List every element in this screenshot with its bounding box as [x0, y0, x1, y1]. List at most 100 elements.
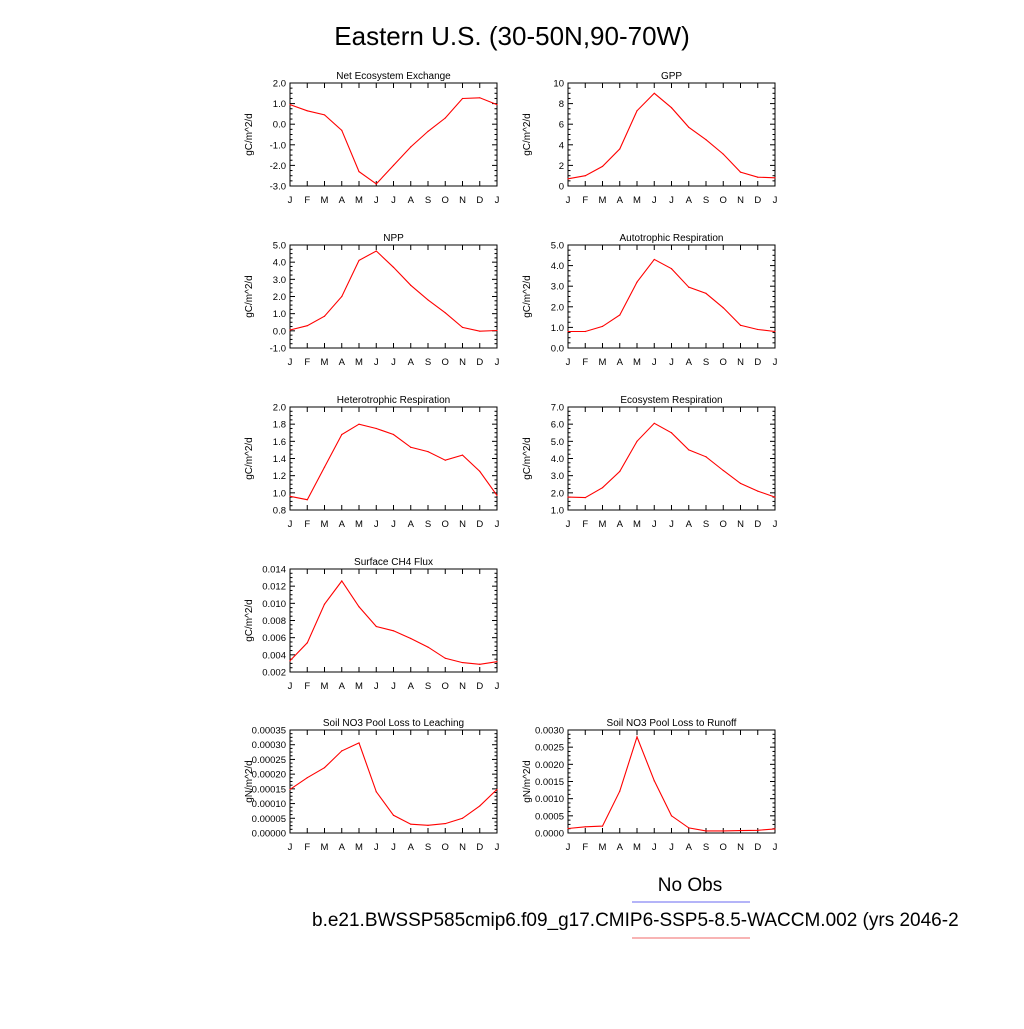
panel-title: Autotrophic Respiration: [620, 233, 724, 244]
plot-frame: [567, 82, 776, 187]
x-tick-label: F: [304, 357, 310, 368]
x-tick-label: A: [339, 519, 346, 530]
y-tick-label: 1.4: [273, 454, 286, 465]
y-tick-label: 1.0: [273, 309, 286, 320]
x-tick-label: J: [566, 842, 571, 853]
data-point: [427, 130, 429, 133]
y-tick-label: 6.0: [551, 420, 564, 431]
x-tick-label: A: [686, 519, 693, 530]
data-point: [636, 281, 638, 283]
x-tick-label: J: [495, 357, 500, 368]
y-tick-label: 3.0: [551, 282, 564, 293]
y-tick-label: 0.00000: [252, 829, 286, 840]
data-point: [670, 815, 673, 817]
x-tick-label: M: [599, 195, 607, 206]
data-point: [705, 456, 707, 458]
x-tick-label: J: [391, 519, 396, 530]
x-tick-label: D: [476, 519, 483, 530]
x-tick-label: D: [754, 519, 761, 530]
x-tick-label: M: [599, 357, 607, 368]
y-tick-label: 7.0: [551, 403, 564, 414]
data-point: [410, 637, 412, 640]
data-point: [323, 767, 326, 769]
y-axis-label: gN/m^2/d: [244, 760, 255, 803]
x-tick-label: S: [425, 519, 431, 530]
legend-model-label: b.e21.BWSSP585cmip6.f09_g17.CMIP6-SSP5-8…: [312, 910, 959, 931]
data-point: [410, 284, 412, 286]
x-tick-label: A: [339, 681, 346, 692]
chart-panel: Autotrophic Respiration gC/m^2/d 0.0 1.0 2.0…: [522, 233, 778, 368]
x-tick-label: A: [408, 842, 415, 853]
x-tick-label: S: [703, 519, 709, 530]
x-tick-label: J: [288, 357, 293, 368]
y-tick-label: 5.0: [551, 241, 564, 252]
y-axis-label: gN/m^2/d: [522, 760, 533, 803]
x-tick-label: J: [566, 195, 571, 206]
data-point: [306, 642, 308, 644]
data-point: [601, 487, 604, 489]
x-tick-label: O: [720, 519, 727, 530]
y-tick-label: -1.0: [270, 140, 286, 151]
x-tick-label: D: [754, 842, 761, 853]
data-point: [375, 250, 377, 252]
data-point: [688, 449, 690, 451]
data-point: [496, 788, 498, 791]
data-point: [670, 268, 673, 270]
data-point: [653, 92, 655, 94]
x-tick-label: D: [476, 681, 483, 692]
data-point: [739, 829, 742, 832]
data-point: [289, 495, 291, 497]
y-tick-label: 2.0: [551, 488, 564, 499]
data-point: [410, 823, 412, 825]
data-point: [444, 117, 446, 119]
x-tick-label: S: [703, 357, 709, 368]
x-tick-label: J: [669, 842, 674, 853]
y-tick-label: 0.0005: [535, 811, 564, 822]
series-line: [289, 742, 498, 826]
chart-panel: Net Ecosystem Exchange gC/m^2/d -3.0 -2.0 -1…: [244, 71, 500, 206]
data-point: [306, 110, 308, 112]
x-tick-label: D: [754, 195, 761, 206]
legend-obs-label: No Obs: [658, 875, 722, 896]
y-tick-label: 0.00030: [252, 740, 286, 751]
x-tick-label: J: [495, 195, 500, 206]
x-tick-label: J: [374, 357, 379, 368]
x-tick-label: D: [476, 357, 483, 368]
series-line: [289, 423, 498, 501]
data-point: [444, 657, 446, 659]
data-point: [722, 153, 724, 155]
y-tick-label: 3.0: [551, 471, 564, 482]
data-point: [289, 788, 291, 791]
y-tick-label: 0.00015: [252, 784, 286, 795]
y-tick-label: 0.0: [273, 120, 286, 131]
x-tick-label: F: [304, 195, 310, 206]
x-tick-label: J: [669, 519, 674, 530]
x-tick-label: A: [339, 357, 346, 368]
x-tick-label: S: [425, 195, 431, 206]
x-tick-label: O: [442, 519, 449, 530]
x-tick-label: M: [355, 195, 363, 206]
x-tick-label: N: [737, 195, 744, 206]
data-point: [636, 440, 638, 442]
x-tick-label: N: [737, 842, 744, 853]
x-tick-label: J: [391, 842, 396, 853]
data-point: [567, 178, 569, 180]
data-point: [323, 466, 326, 468]
y-tick-label: 0.00025: [252, 755, 286, 766]
data-point: [567, 330, 569, 333]
x-tick-label: S: [425, 681, 431, 692]
y-tick-label: 0.0025: [535, 743, 564, 754]
data-point: [774, 330, 776, 333]
x-tick-label: M: [355, 519, 363, 530]
data-point: [479, 470, 481, 472]
data-point: [739, 482, 742, 484]
y-tick-label: 0.0020: [535, 760, 564, 771]
x-tick-label: N: [459, 681, 466, 692]
data-point: [410, 146, 412, 148]
y-tick-label: 2.0: [551, 302, 564, 313]
x-tick-label: F: [582, 842, 588, 853]
y-tick-label: 4.0: [273, 258, 286, 269]
data-point: [392, 814, 395, 816]
